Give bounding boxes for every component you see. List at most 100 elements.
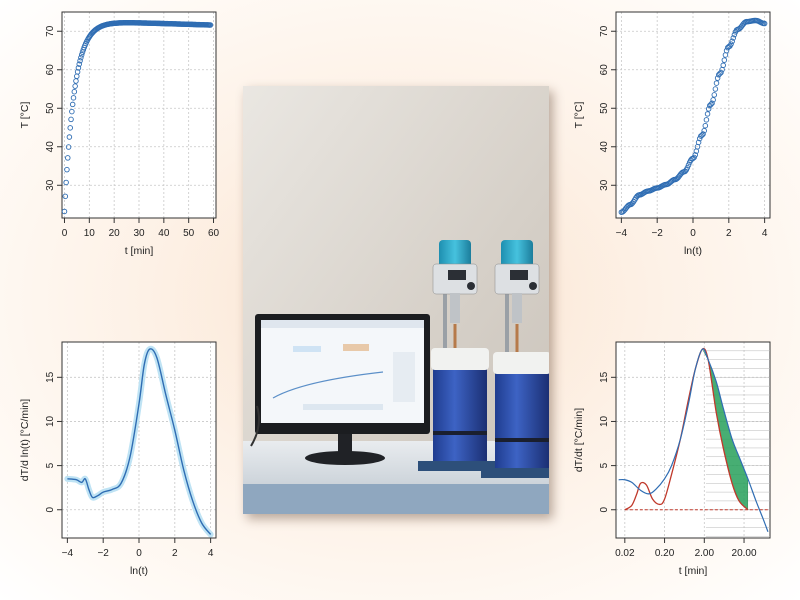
y-tick-label: 0 (45, 507, 56, 513)
x-tick-label: −4 (62, 548, 74, 559)
data-point (695, 139, 702, 146)
x-axis-label: t [min] (125, 245, 154, 257)
data-point (75, 65, 82, 71)
x-tick-label: 30 (133, 228, 145, 239)
chart-temperature-vs-time: 0 10 20 30 40 50 60 30 40 50 60 70 t [min] T [°C] (0, 0, 240, 265)
chart-derivative-log-time-svg: −4 −2 0 2 4 0 5 10 15 ln(t) dT/d ln(t) [°C/min] (19, 341, 217, 577)
data-point (714, 75, 721, 81)
data-point (713, 80, 720, 86)
x-tick-label: 2 (726, 228, 732, 239)
x-tick-label: −2 (97, 548, 109, 559)
data-point (691, 154, 697, 161)
data-point (61, 208, 68, 215)
x-tick-label: 2 (172, 548, 178, 559)
y-tick-label: 15 (45, 371, 56, 383)
x-axis-label: ln(t) (684, 245, 702, 257)
data-point (74, 69, 81, 75)
y-tick-label: 50 (599, 102, 610, 114)
y-tick-label: 70 (599, 25, 610, 37)
y-tick-label: 70 (45, 25, 56, 37)
y-tick-label: 30 (599, 179, 610, 191)
x-tick-label: 4 (762, 228, 768, 239)
y-tick-label: 40 (599, 141, 610, 153)
y-tick-label: 15 (599, 371, 610, 383)
chart-temperature-vs-time-svg: 0 10 20 30 40 50 60 30 40 50 60 70 t [min] T [°C] (19, 11, 220, 257)
series-line (67, 348, 212, 535)
y-tick-label: 60 (45, 64, 56, 76)
data-point (63, 179, 69, 186)
plot-frame (615, 341, 771, 539)
data-point (76, 61, 82, 67)
x-tick-label: 0 (136, 548, 142, 559)
x-tick-label: 0 (690, 228, 696, 239)
data-point (729, 38, 735, 45)
chart-derivative-time-svg: 0.02 0.20 2.00 20.00 0 5 10 15 t [min] dT/dt [°C/… (573, 341, 771, 577)
x-axis-label: ln(t) (130, 565, 148, 577)
x-tick-label: 40 (158, 228, 170, 239)
y-tick-label: 40 (45, 141, 56, 153)
x-tick-label: 60 (208, 228, 220, 239)
plot-area (616, 12, 770, 218)
x-axis-label: t [min] (679, 565, 708, 577)
y-axis-label: dT/d ln(t) [°C/min] (19, 399, 31, 481)
data-point (66, 134, 73, 140)
data-point (705, 106, 712, 112)
data-point (712, 86, 719, 92)
data-point (710, 97, 716, 103)
x-tick-label: 0.02 (615, 548, 635, 559)
x-tick-label: 20.00 (732, 548, 757, 559)
y-tick-label: 5 (45, 462, 56, 468)
data-point (685, 162, 692, 168)
y-axis-label: T [°C] (573, 102, 585, 129)
data-point (704, 111, 711, 117)
data-point (207, 22, 214, 28)
x-tick-label: 10 (84, 228, 96, 239)
data-point (761, 20, 768, 27)
data-point (65, 144, 72, 150)
data-point (720, 62, 726, 69)
data-point (64, 166, 70, 173)
y-tick-label: 10 (599, 415, 610, 427)
data-point (718, 69, 724, 76)
x-tick-label: −4 (616, 228, 628, 239)
data-point (728, 41, 734, 47)
data-point (77, 58, 83, 64)
y-tick-label: 5 (599, 462, 610, 468)
data-point (703, 117, 710, 123)
chart-temperature-vs-log-time: −4 −2 0 2 4 30 40 50 60 70 ln(t) T [°C] (560, 0, 800, 265)
y-axis-label: dT/dt [°C/min] (573, 408, 585, 472)
data-point (692, 152, 698, 158)
y-tick-label: 60 (599, 64, 610, 76)
data-point (78, 54, 84, 61)
lab-setup-photo (243, 86, 549, 514)
data-point (69, 108, 75, 115)
x-tick-label: 50 (183, 228, 195, 239)
data-point (65, 155, 71, 161)
data-point (723, 47, 730, 54)
data-point (702, 122, 709, 129)
y-tick-label: 30 (45, 179, 56, 191)
data-point (72, 83, 78, 89)
x-tick-label: 20 (109, 228, 121, 239)
x-tick-label: −2 (651, 228, 663, 239)
series-line-blue (618, 348, 769, 533)
data-point (700, 131, 706, 137)
data-point (709, 100, 715, 106)
data-point (71, 88, 78, 95)
data-point (708, 101, 714, 108)
data-point (699, 132, 705, 138)
data-point (68, 116, 74, 123)
data-point (70, 95, 77, 101)
y-tick-label: 0 (599, 507, 610, 513)
data-point (62, 193, 69, 200)
x-tick-label: 2.00 (695, 548, 715, 559)
data-point (69, 101, 76, 108)
chart-temperature-vs-log-time-svg: −4 −2 0 2 4 30 40 50 60 70 ln(t) T [°C] (573, 11, 771, 257)
plot-area (62, 12, 216, 218)
chart-derivative-log-time: −4 −2 0 2 4 0 5 10 15 ln(t) dT/d ln(t) [°C/min] (0, 330, 240, 600)
data-point (684, 164, 691, 171)
y-tick-label: 10 (45, 415, 56, 427)
data-point (67, 125, 73, 131)
y-axis-label: T [°C] (19, 102, 31, 129)
data-point (79, 49, 86, 55)
